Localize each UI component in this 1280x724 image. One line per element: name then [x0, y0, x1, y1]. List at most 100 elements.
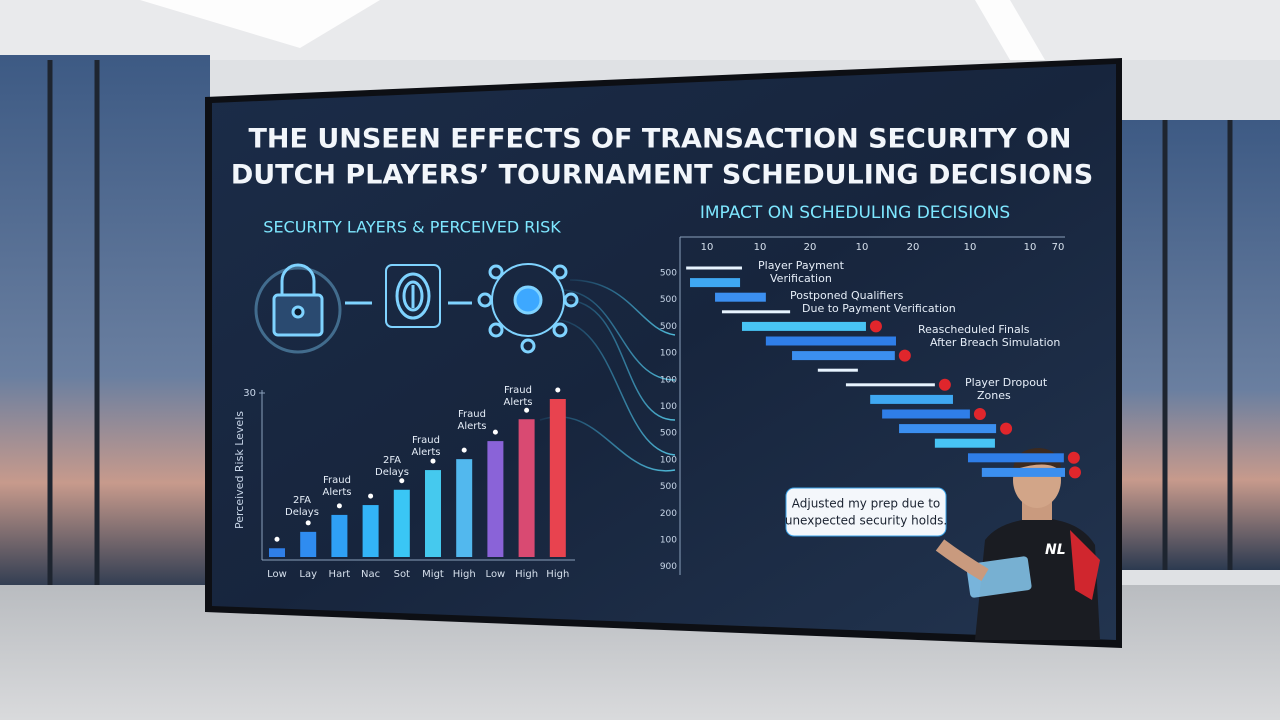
annotation: Fraud [458, 409, 486, 420]
gantt-bar [981, 467, 1065, 477]
row-label: 100 [660, 455, 677, 465]
row-label: 500 [660, 295, 677, 305]
annotation: Alerts [503, 397, 532, 408]
alert-icon [898, 349, 911, 362]
x-tick-label: Nac [361, 569, 380, 580]
bar [518, 419, 535, 557]
annotation: Postponed Qualifiers [790, 289, 904, 302]
callout-box [785, 487, 947, 537]
y-tick-label: 30 [243, 388, 256, 399]
row-label: 500 [660, 269, 677, 279]
annotation: Alerts [411, 447, 440, 458]
gantt-bar [686, 266, 742, 270]
annotation: Player Payment [758, 259, 845, 272]
bar [487, 441, 504, 557]
annotation: Reascheduled Finals [918, 323, 1030, 336]
x-tick-label: 20 [907, 242, 920, 253]
gantt-bar [934, 438, 995, 448]
gantt-bar [882, 409, 970, 419]
gantt-bar [870, 394, 953, 404]
gantt-bar [690, 278, 741, 288]
row-label: 100 [660, 375, 677, 385]
bar-dot [274, 536, 280, 542]
annotation: Player Dropout [965, 376, 1048, 389]
alert-icon [869, 320, 882, 333]
bar-dot [305, 520, 311, 526]
bar [456, 459, 473, 557]
alert-icon [1000, 422, 1013, 435]
x-tick-label: Hart [329, 569, 351, 580]
gantt-bar [899, 424, 997, 434]
alert-icon [938, 378, 951, 391]
jersey-text: NL [1045, 542, 1066, 558]
light [975, 0, 1045, 60]
x-tick-label: High [453, 569, 476, 580]
annotation: Alerts [457, 421, 486, 432]
bar-dot [492, 429, 498, 435]
light [140, 0, 380, 48]
bar-dot [430, 458, 436, 464]
annotation: Alerts [322, 487, 351, 498]
gantt-bar [817, 368, 858, 372]
panel-title: IMPACT ON SCHEDULING DECISIONS [700, 203, 1010, 223]
bar-dot [368, 493, 374, 499]
bar-dot [399, 478, 405, 484]
player: NL [935, 448, 1100, 640]
security-icons [254, 263, 579, 354]
bar [269, 548, 285, 557]
annotation: Verification [770, 272, 832, 285]
window-frames [47, 60, 1233, 590]
bar [331, 514, 348, 557]
gantt-bar [715, 292, 766, 302]
x-tick-label: Lay [299, 569, 317, 580]
bar-dot [524, 407, 530, 413]
x-tick-label: 10 [701, 242, 714, 253]
alert-icon [1067, 451, 1080, 464]
x-tick-label: 70 [1052, 242, 1065, 253]
y-axis-label: Perceived Risk Levels [233, 411, 246, 529]
annotation: Delays [375, 467, 409, 478]
annotation: Due to Payment Verification [802, 302, 956, 315]
x-tick-label: 10 [1024, 242, 1037, 253]
alert-icon [1069, 466, 1081, 479]
x-tick-label: 20 [804, 242, 817, 253]
annotation: Fraud [323, 475, 351, 486]
annotation: 2FA [383, 455, 401, 466]
gantt-bar [741, 321, 866, 331]
gantt-bar [765, 336, 896, 346]
callout-text: Adjusted my prep due to [792, 497, 941, 511]
bar [393, 489, 410, 557]
bar [425, 470, 441, 557]
gantt-bar [967, 453, 1064, 463]
annotation: Fraud [504, 385, 532, 396]
row-label: 100 [660, 349, 677, 359]
bar [549, 399, 566, 557]
title-line: DUTCH PLAYERS’ TOURNAMENT SCHEDULING DEC… [231, 160, 1093, 191]
annotation: 2FA [293, 495, 311, 506]
bar-dot [461, 447, 467, 453]
panel-title: SECURITY LAYERS & PERCEIVED RISK [263, 218, 561, 237]
alert-icon [973, 408, 986, 420]
x-tick-label: 10 [754, 242, 767, 253]
row-label: 200 [660, 509, 677, 519]
row-label: 900 [660, 562, 677, 572]
row-label: 100 [660, 402, 677, 412]
annotation: Delays [285, 507, 319, 518]
x-tick-label: 10 [964, 242, 977, 253]
x-tick-label: Low [486, 569, 506, 580]
gantt-bar [845, 383, 935, 387]
row-label: 500 [660, 482, 677, 492]
x-tick-label: Migt [422, 569, 444, 580]
gantt-bar [792, 351, 895, 361]
annotation: Fraud [412, 435, 440, 446]
title-line: THE UNSEEN EFFECTS OF TRANSACTION SECURI… [248, 124, 1071, 155]
x-tick-label: High [515, 569, 538, 580]
row-label: 500 [660, 322, 677, 332]
bar-dot [336, 503, 342, 509]
callout-text: unexpected security holds. [785, 514, 947, 528]
bar [300, 531, 317, 557]
x-tick-label: Sot [394, 569, 410, 580]
bar [362, 505, 379, 557]
